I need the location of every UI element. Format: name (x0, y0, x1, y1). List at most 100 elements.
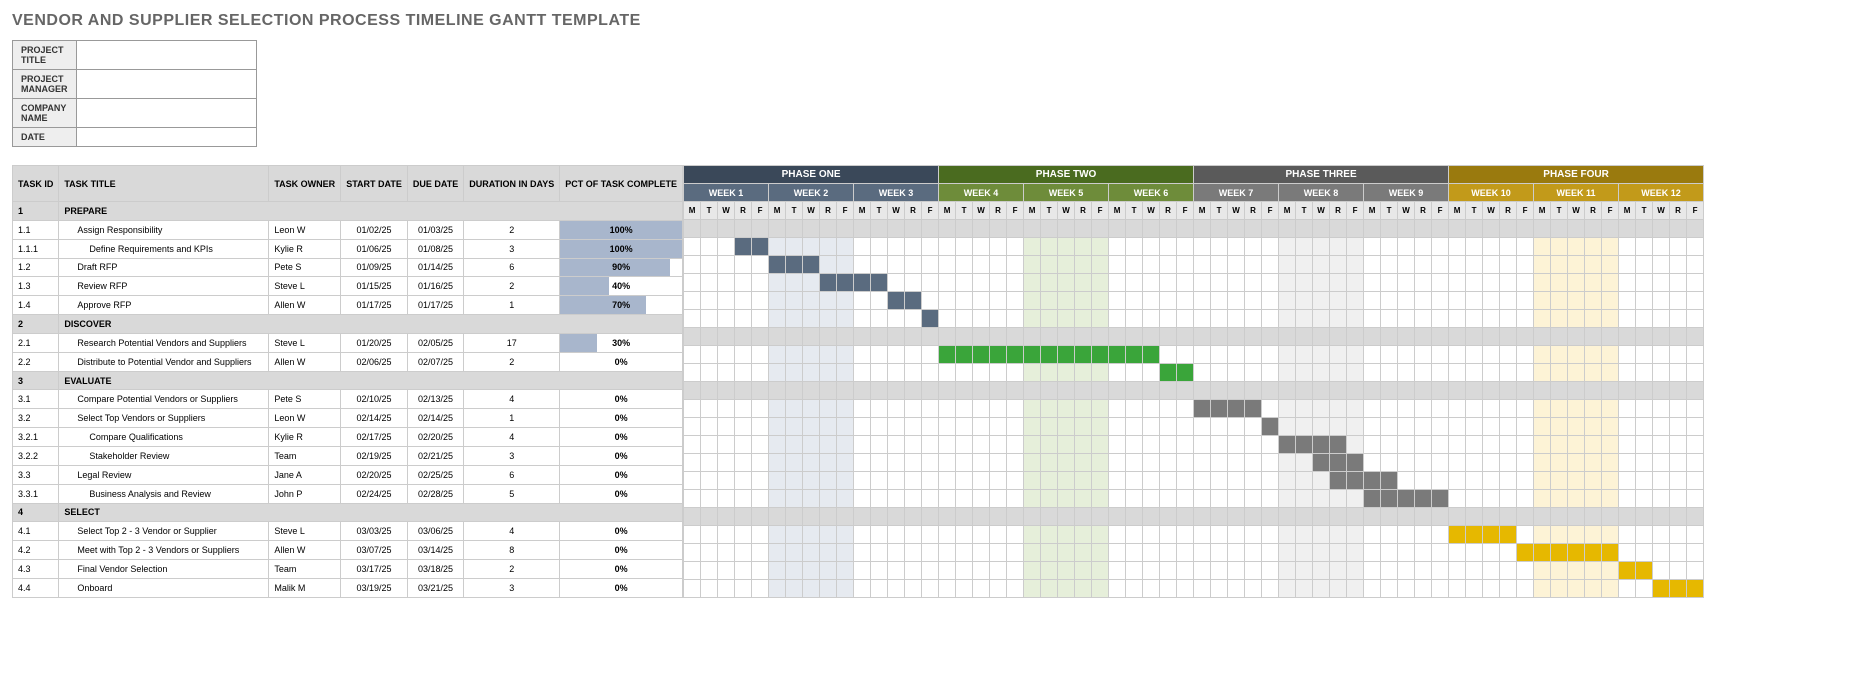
task-title[interactable]: Define Requirements and KPIs (59, 239, 269, 258)
pct-cell[interactable]: 0% (560, 446, 683, 465)
pct-cell[interactable]: 0% (560, 409, 683, 428)
task-title[interactable]: Approve RFP (59, 296, 269, 315)
start-date[interactable]: 02/20/25 (341, 465, 408, 484)
due-date[interactable]: 01/17/25 (407, 296, 463, 315)
duration[interactable]: 2 (464, 277, 560, 296)
pct-cell[interactable]: 100% (560, 220, 683, 239)
duration[interactable]: 17 (464, 333, 560, 352)
pct-cell[interactable]: 90% (560, 258, 683, 277)
meta-value[interactable] (76, 41, 256, 70)
start-date[interactable]: 02/19/25 (341, 446, 408, 465)
pct-cell[interactable]: 0% (560, 578, 683, 597)
task-title[interactable]: Compare Qualifications (59, 428, 269, 447)
due-date[interactable]: 02/21/25 (407, 446, 463, 465)
start-date[interactable]: 01/02/25 (341, 220, 408, 239)
due-date[interactable]: 02/14/25 (407, 409, 463, 428)
pct-cell[interactable]: 40% (560, 277, 683, 296)
due-date[interactable]: 01/14/25 (407, 258, 463, 277)
pct-cell[interactable]: 0% (560, 352, 683, 371)
task-title[interactable]: Distribute to Potential Vendor and Suppl… (59, 352, 269, 371)
due-date[interactable]: 03/14/25 (407, 541, 463, 560)
due-date[interactable]: 03/06/25 (407, 522, 463, 541)
task-title[interactable]: Meet with Top 2 - 3 Vendors or Suppliers (59, 541, 269, 560)
duration[interactable]: 5 (464, 484, 560, 503)
start-date[interactable]: 01/20/25 (341, 333, 408, 352)
pct-cell[interactable]: 0% (560, 428, 683, 447)
task-owner[interactable]: Team (269, 560, 341, 579)
task-title[interactable]: Compare Potential Vendors or Suppliers (59, 390, 269, 409)
duration[interactable]: 2 (464, 220, 560, 239)
duration[interactable]: 6 (464, 465, 560, 484)
duration[interactable]: 4 (464, 390, 560, 409)
duration[interactable]: 3 (464, 239, 560, 258)
due-date[interactable]: 02/25/25 (407, 465, 463, 484)
due-date[interactable]: 02/28/25 (407, 484, 463, 503)
due-date[interactable]: 01/03/25 (407, 220, 463, 239)
task-owner[interactable]: Pete S (269, 258, 341, 277)
duration[interactable]: 4 (464, 522, 560, 541)
due-date[interactable]: 02/13/25 (407, 390, 463, 409)
duration[interactable]: 3 (464, 446, 560, 465)
task-owner[interactable]: Kylie R (269, 239, 341, 258)
task-owner[interactable]: Jane A (269, 465, 341, 484)
start-date[interactable]: 01/09/25 (341, 258, 408, 277)
task-title[interactable]: Onboard (59, 578, 269, 597)
duration[interactable]: 1 (464, 296, 560, 315)
task-owner[interactable]: Kylie R (269, 428, 341, 447)
task-title[interactable]: Select Top Vendors or Suppliers (59, 409, 269, 428)
start-date[interactable]: 03/17/25 (341, 560, 408, 579)
task-title[interactable]: Stakeholder Review (59, 446, 269, 465)
task-title[interactable]: Final Vendor Selection (59, 560, 269, 579)
pct-cell[interactable]: 100% (560, 239, 683, 258)
task-owner[interactable]: Allen W (269, 296, 341, 315)
task-owner[interactable]: Steve L (269, 277, 341, 296)
start-date[interactable]: 02/14/25 (341, 409, 408, 428)
duration[interactable]: 4 (464, 428, 560, 447)
start-date[interactable]: 02/24/25 (341, 484, 408, 503)
pct-cell[interactable]: 0% (560, 541, 683, 560)
duration[interactable]: 2 (464, 560, 560, 579)
duration[interactable]: 2 (464, 352, 560, 371)
pct-cell[interactable]: 0% (560, 484, 683, 503)
start-date[interactable]: 02/10/25 (341, 390, 408, 409)
task-owner[interactable]: Allen W (269, 541, 341, 560)
pct-cell[interactable]: 0% (560, 560, 683, 579)
task-title[interactable]: Review RFP (59, 277, 269, 296)
task-owner[interactable]: Steve L (269, 522, 341, 541)
task-title[interactable]: Draft RFP (59, 258, 269, 277)
start-date[interactable]: 01/17/25 (341, 296, 408, 315)
start-date[interactable]: 01/06/25 (341, 239, 408, 258)
start-date[interactable]: 03/03/25 (341, 522, 408, 541)
task-owner[interactable]: Malik M (269, 578, 341, 597)
task-title[interactable]: Assign Responsibility (59, 220, 269, 239)
due-date[interactable]: 02/20/25 (407, 428, 463, 447)
task-owner[interactable]: John P (269, 484, 341, 503)
pct-cell[interactable]: 0% (560, 390, 683, 409)
task-owner[interactable]: Leon W (269, 220, 341, 239)
task-title[interactable]: Legal Review (59, 465, 269, 484)
duration[interactable]: 3 (464, 578, 560, 597)
meta-value[interactable] (76, 99, 256, 128)
start-date[interactable]: 03/19/25 (341, 578, 408, 597)
duration[interactable]: 1 (464, 409, 560, 428)
pct-cell[interactable]: 0% (560, 522, 683, 541)
task-title[interactable]: Research Potential Vendors and Suppliers (59, 333, 269, 352)
task-owner[interactable]: Pete S (269, 390, 341, 409)
duration[interactable]: 6 (464, 258, 560, 277)
due-date[interactable]: 02/05/25 (407, 333, 463, 352)
meta-value[interactable] (76, 70, 256, 99)
task-owner[interactable]: Team (269, 446, 341, 465)
start-date[interactable]: 01/15/25 (341, 277, 408, 296)
task-owner[interactable]: Leon W (269, 409, 341, 428)
due-date[interactable]: 01/08/25 (407, 239, 463, 258)
pct-cell[interactable]: 70% (560, 296, 683, 315)
due-date[interactable]: 03/21/25 (407, 578, 463, 597)
start-date[interactable]: 02/17/25 (341, 428, 408, 447)
duration[interactable]: 8 (464, 541, 560, 560)
start-date[interactable]: 02/06/25 (341, 352, 408, 371)
due-date[interactable]: 02/07/25 (407, 352, 463, 371)
meta-value[interactable] (76, 128, 256, 147)
task-title[interactable]: Select Top 2 - 3 Vendor or Supplier (59, 522, 269, 541)
start-date[interactable]: 03/07/25 (341, 541, 408, 560)
task-owner[interactable]: Steve L (269, 333, 341, 352)
